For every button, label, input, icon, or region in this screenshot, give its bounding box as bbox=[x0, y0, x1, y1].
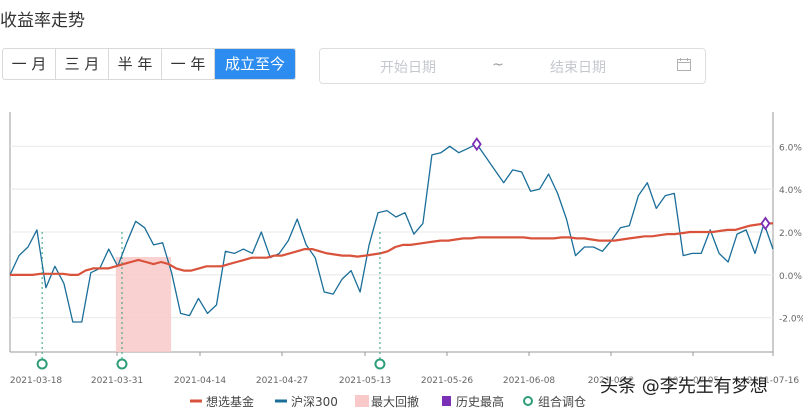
x-tick-label: 2021-07-16 bbox=[747, 376, 800, 386]
legend-swatch bbox=[523, 396, 533, 406]
range-tab-3m[interactable]: 三 月 bbox=[56, 49, 109, 79]
range-tab-1y[interactable]: 一 年 bbox=[162, 49, 215, 79]
x-tick-label: 2021-06-2 bbox=[588, 376, 635, 386]
historical-high-marker bbox=[471, 137, 482, 152]
series-line-hs300 bbox=[9, 143, 774, 323]
x-tick-label: 2021-05-26 bbox=[421, 376, 474, 386]
x-tick-label: 2021-05-13 bbox=[339, 376, 391, 386]
range-tab-6m[interactable]: 半 年 bbox=[109, 49, 162, 79]
rebalance-marker bbox=[36, 358, 48, 370]
y-tick-label: 6.0% bbox=[779, 143, 802, 153]
legend-label: 组合调仓 bbox=[538, 394, 586, 409]
x-tick-label: 2021-04-14 bbox=[174, 376, 227, 386]
x-tick-label: 2021-03-18 bbox=[10, 376, 63, 386]
x-tick-label: 2021-06-08 bbox=[503, 376, 556, 386]
range-tab-since-inception[interactable]: 成立至今 bbox=[215, 49, 295, 79]
y-tick-label: 0.0% bbox=[779, 272, 802, 282]
legend-label: 想选基金 bbox=[206, 394, 254, 409]
end-date-input[interactable]: 结束日期 bbox=[550, 60, 606, 76]
rebalance-marker bbox=[374, 358, 386, 370]
y-tick-label: -2.0% bbox=[779, 315, 803, 325]
watermark: 头条 @李先生有梦想 bbox=[600, 376, 768, 397]
page-title: 收益率走势 bbox=[0, 11, 85, 31]
historical-high-marker bbox=[760, 216, 771, 231]
start-date-input[interactable]: 开始日期 bbox=[380, 60, 436, 76]
y-tick-label: 2.0% bbox=[779, 229, 802, 239]
rebalance-marker bbox=[116, 358, 128, 370]
legend-swatch bbox=[442, 396, 451, 406]
range-tabs: 一 月 三 月 半 年 一 年 成立至今 bbox=[2, 48, 296, 80]
x-tick-label: 2021-03-31 bbox=[91, 376, 143, 386]
legend-label: 最大回撤 bbox=[371, 394, 419, 409]
max-drawdown-area bbox=[115, 257, 172, 352]
series-line-fund bbox=[10, 222, 773, 276]
legend-label: 历史最高 bbox=[456, 394, 504, 409]
y-tick-label: 4.0% bbox=[779, 186, 802, 196]
date-range-picker[interactable]: 开始日期 ~ 结束日期 bbox=[319, 48, 706, 84]
date-separator: ~ bbox=[492, 57, 504, 73]
legend-swatch bbox=[355, 395, 369, 407]
x-tick-label: 2021-04-27 bbox=[256, 376, 308, 386]
range-tab-1m[interactable]: 一 月 bbox=[3, 49, 56, 79]
legend-label: 沪深300 bbox=[291, 395, 338, 409]
calendar-icon[interactable] bbox=[677, 58, 691, 71]
x-tick-label: 2021-07-05 bbox=[667, 376, 719, 386]
